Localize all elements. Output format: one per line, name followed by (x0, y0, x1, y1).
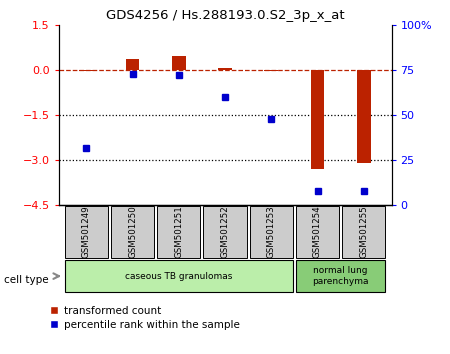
Bar (64, 260, 293, 292)
Bar (79, 70, 93, 72)
Text: GSM501249: GSM501249 (82, 206, 91, 258)
Bar (310, 70, 324, 169)
Text: GSM501250: GSM501250 (128, 205, 137, 258)
Text: GSM501253: GSM501253 (267, 205, 276, 258)
Text: GSM501252: GSM501252 (220, 205, 230, 258)
Bar (126, 59, 140, 70)
Text: GSM501254: GSM501254 (313, 205, 322, 258)
Bar (342, 206, 386, 258)
Title: GDS4256 / Hs.288193.0.S2_3p_x_at: GDS4256 / Hs.288193.0.S2_3p_x_at (106, 9, 344, 22)
Bar (249, 206, 293, 258)
Bar (357, 70, 371, 163)
Bar (218, 68, 232, 70)
Bar (203, 206, 247, 258)
Text: normal lung
parenchyma: normal lung parenchyma (312, 267, 369, 286)
Bar (296, 260, 386, 292)
Bar (172, 56, 186, 70)
Bar (264, 70, 278, 72)
Bar (157, 206, 201, 258)
Text: cell type: cell type (4, 275, 49, 285)
Legend: transformed count, percentile rank within the sample: transformed count, percentile rank withi… (50, 306, 239, 330)
Bar (111, 206, 154, 258)
Bar (64, 206, 108, 258)
Text: GSM501255: GSM501255 (359, 205, 368, 258)
Text: GSM501251: GSM501251 (174, 205, 183, 258)
Text: caseous TB granulomas: caseous TB granulomas (125, 272, 233, 281)
Bar (296, 206, 339, 258)
